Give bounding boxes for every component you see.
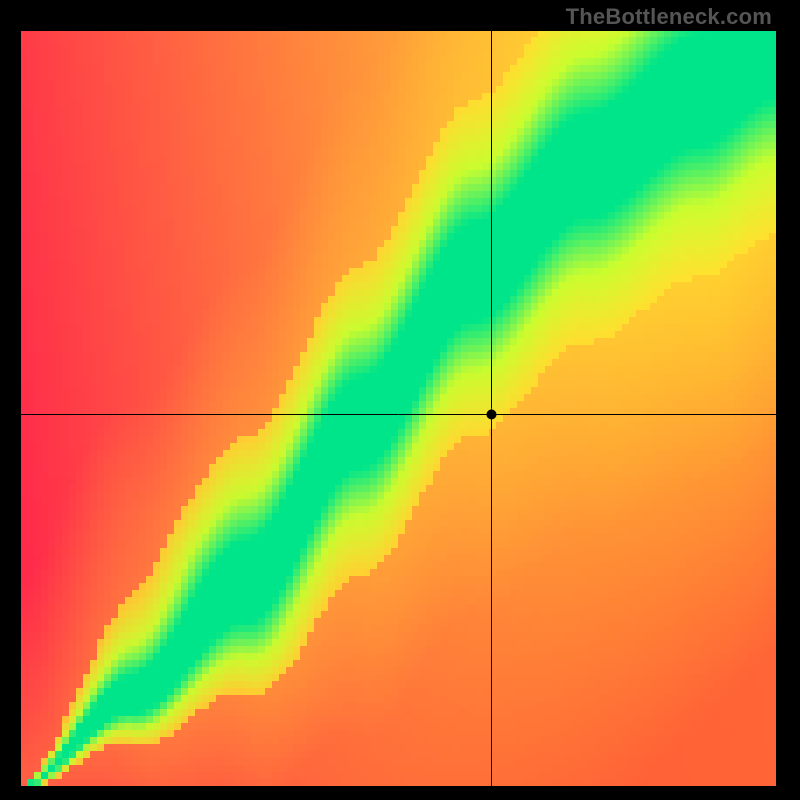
chart-container: { "watermark": { "text": "TheBottleneck.… [0,0,800,800]
bottleneck-heatmap [21,31,776,786]
watermark-text: TheBottleneck.com [566,4,772,30]
